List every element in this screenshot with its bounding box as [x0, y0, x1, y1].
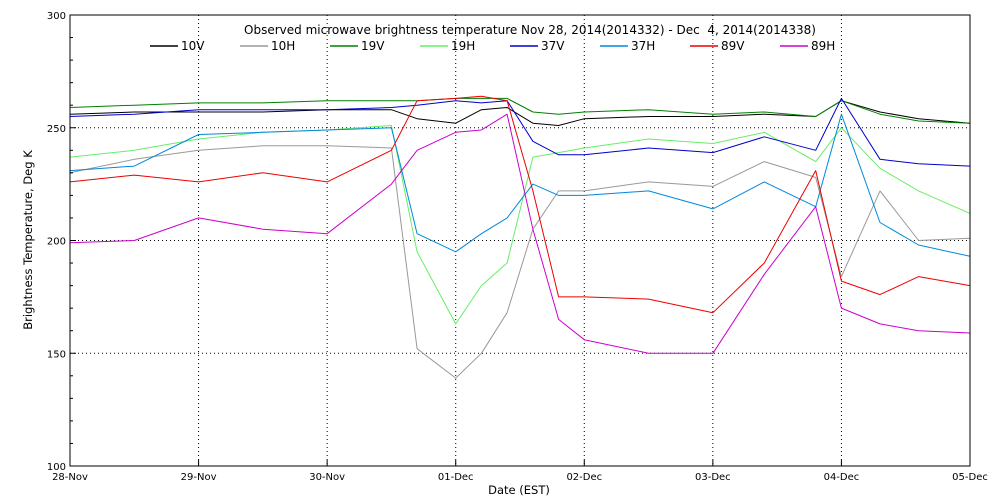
- y-tick-label: 150: [47, 349, 66, 360]
- chart-title: Observed microwave brightness temperatur…: [244, 23, 816, 37]
- x-tick-label: 01-Dec: [438, 472, 474, 483]
- x-tick-label: 04-Dec: [824, 472, 860, 483]
- series-line-19v: [69, 97, 971, 124]
- x-tick-label: 29-Nov: [181, 472, 217, 483]
- legend-label-10v: 10V: [181, 39, 205, 53]
- axis-ticks: 28-Nov 29-Nov 30-Nov 01-Dec 02-Dec 03-Dec 04-D…: [47, 11, 988, 483]
- x-tick-label: 05-Dec: [952, 472, 988, 483]
- y-axis-title: Brightness Temperature, Deg K: [21, 150, 35, 330]
- legend: 10V 10H 19V 19H 37V 37H 89V 89H: [150, 39, 835, 53]
- x-tick-label: 30-Nov: [309, 472, 345, 483]
- series-line-89v: [69, 95, 971, 314]
- x-tick-label: 03-Dec: [695, 472, 731, 483]
- legend-label-10h: 10H: [271, 39, 295, 53]
- series-line-37v: [69, 97, 971, 167]
- y-tick-label: 250: [47, 124, 66, 135]
- legend-label-19v: 19V: [361, 39, 385, 53]
- series-lines: [69, 95, 971, 379]
- series-line-89h: [69, 113, 971, 354]
- legend-label-37v: 37V: [541, 39, 565, 53]
- legend-label-37h: 37H: [631, 39, 655, 53]
- legend-label-89h: 89H: [811, 39, 835, 53]
- x-tick-label: 28-Nov: [52, 472, 88, 483]
- y-tick-label: 100: [47, 462, 66, 473]
- y-tick-label: 300: [47, 11, 66, 22]
- x-axis-title: Date (EST): [488, 483, 550, 497]
- legend-label-19h: 19H: [451, 39, 475, 53]
- series-line-37h: [69, 113, 971, 257]
- legend-label-89v: 89V: [721, 39, 745, 53]
- x-tick-label: 02-Dec: [566, 472, 602, 483]
- y-tick-label: 200: [47, 237, 66, 248]
